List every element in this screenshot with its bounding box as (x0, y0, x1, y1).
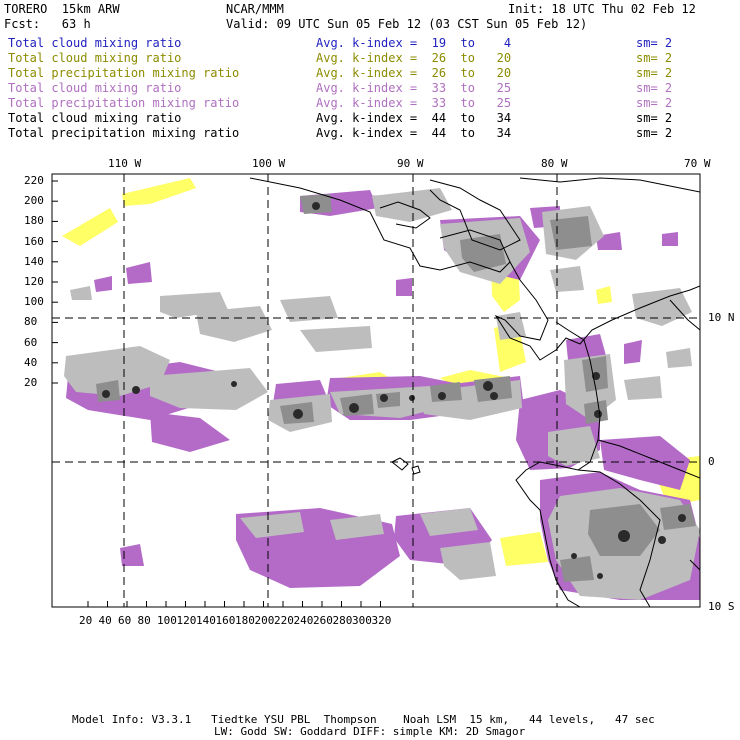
model-title: TORERO 15km ARW (4, 2, 120, 16)
legend-smoothing: sm= 2 (636, 51, 673, 65)
legend-smoothing: sm= 2 (636, 81, 673, 95)
lon-label: 90 W (397, 157, 424, 170)
x-tick-label: 60 (118, 614, 132, 627)
legend-field-label: Total cloud mixing ratio (8, 111, 182, 125)
y-tick-label: 120 (24, 275, 44, 288)
legend-smoothing: sm= 2 (636, 96, 673, 110)
y-tick-label: 20 (24, 376, 38, 389)
x-tick-label: 140 (196, 614, 216, 627)
valid-time: Valid: 09 UTC Sun 05 Feb 12 (03 CST Sun … (226, 17, 588, 31)
y-tick-label: 40 (24, 355, 38, 369)
x-tick-label: 200 (254, 614, 275, 627)
x-tick-label: 120 (176, 614, 197, 627)
x-tick-label: 220 (274, 614, 294, 627)
x-tick-label: 180 (235, 614, 255, 627)
map-frame (51, 173, 701, 608)
legend-field-label: Total precipitation mixing ratio (8, 66, 240, 80)
x-tick-label: 100 (157, 614, 177, 627)
x-tick-label: 80 (137, 614, 151, 627)
legend-smoothing: sm= 2 (636, 36, 673, 50)
y-tick-label: 180 (24, 214, 44, 228)
x-tick-label: 240 (293, 614, 314, 627)
cloud-fields (52, 174, 700, 607)
x-tick-label: 300 (352, 614, 372, 627)
legend-field-label: Total cloud mixing ratio (8, 81, 182, 95)
legend-field-label: Total precipitation mixing ratio (8, 126, 240, 140)
y-tick-label: 220 (24, 174, 44, 187)
y-tick-label: 60 (24, 335, 38, 349)
y-tick-label: 80 (24, 315, 38, 329)
x-tick-label: 280 (332, 614, 353, 627)
lon-label: 70 W (684, 157, 711, 170)
legend-kindex-range: Avg. k-index = 26 to 20 (316, 66, 512, 80)
y-tick-label: 140 (24, 254, 44, 268)
legend-smoothing: sm= 2 (636, 66, 673, 80)
lon-label: 100 W (252, 157, 286, 170)
legend-kindex-range: Avg. k-index = 19 to 4 (316, 36, 512, 50)
x-tick-label: 320 (371, 614, 392, 627)
lat-label: 10 S (708, 600, 735, 613)
legend-kindex-range: Avg. k-index = 26 to 20 (316, 51, 512, 65)
lon-label: 110 W (108, 157, 142, 170)
lat-label: 10 N (708, 311, 735, 324)
legend-kindex-range: Avg. k-index = 33 to 25 (316, 81, 512, 95)
legend-kindex-range: Avg. k-index = 44 to 34 (316, 111, 512, 125)
x-tick-label: 160 (215, 614, 236, 627)
footer-model-info: Model Info: V3.3.1 Tiedtke YSU PBL Thomp… (72, 713, 655, 726)
legend-field-label: Total cloud mixing ratio (8, 51, 182, 65)
lon-label: 80 W (541, 157, 568, 170)
x-tick-label: 40 (98, 614, 112, 627)
legend-smoothing: sm= 2 (636, 111, 673, 125)
lat-label: 0 (708, 455, 715, 468)
forecast-hour: Fcst: 63 h (4, 17, 91, 31)
map-panel (51, 173, 701, 608)
x-tick-label: 260 (313, 614, 333, 627)
init-time: Init: 18 UTC Thu 02 Feb 12 (508, 2, 696, 16)
legend-kindex-range: Avg. k-index = 33 to 25 (316, 96, 512, 110)
legend-kindex-range: Avg. k-index = 44 to 34 (316, 126, 512, 140)
y-tick-label: 160 (24, 234, 44, 248)
org-label: NCAR/MMM (226, 2, 284, 16)
y-tick-label: 200 (24, 194, 44, 208)
y-tick-label: 100 (24, 295, 44, 309)
x-tick-label: 20 (79, 614, 93, 627)
legend-smoothing: sm= 2 (636, 126, 673, 140)
footer-physics-info: LW: Godd SW: Goddard DIFF: simple KM: 2D… (214, 725, 526, 738)
legend-field-label: Total precipitation mixing ratio (8, 96, 240, 110)
legend-field-label: Total cloud mixing ratio (8, 36, 182, 50)
